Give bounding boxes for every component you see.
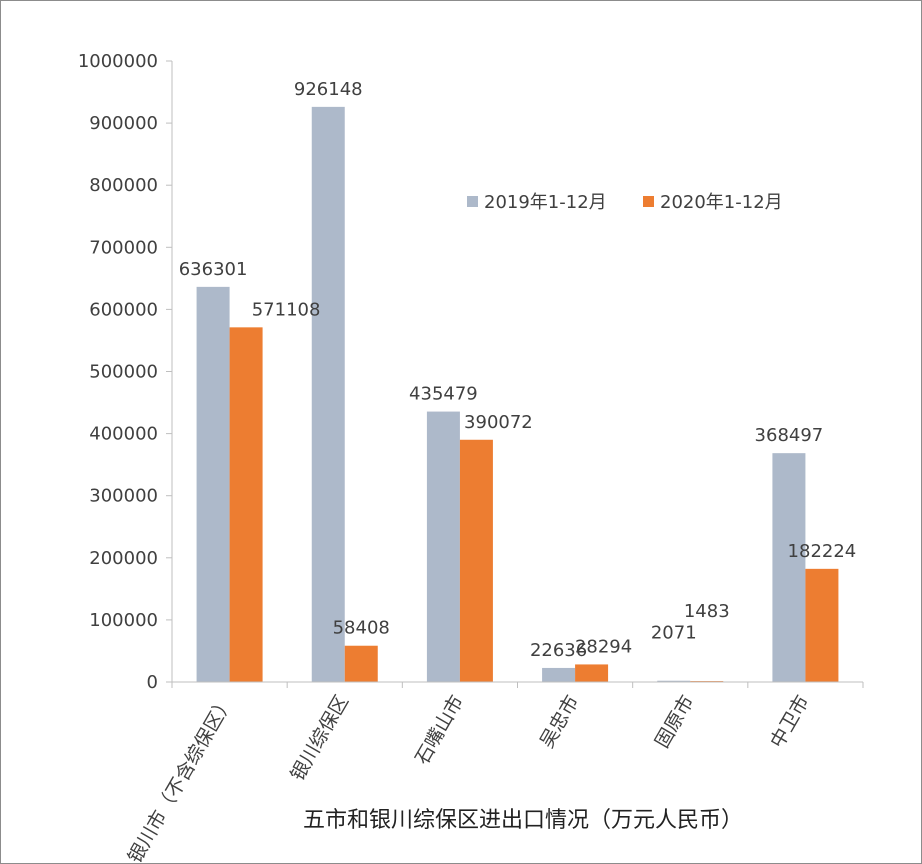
data-label: 368497 bbox=[755, 425, 824, 446]
data-label: 22636 bbox=[530, 640, 587, 661]
category-label: 石嘴山市 bbox=[411, 692, 468, 769]
data-label: 926148 bbox=[294, 79, 363, 100]
y-tick-label: 200000 bbox=[89, 548, 158, 569]
y-tick-label: 500000 bbox=[89, 362, 158, 383]
y-tick-label: 1000000 bbox=[78, 51, 158, 72]
legend: 2019年1-12月 2020年1-12月 bbox=[467, 192, 783, 213]
data-label: 435479 bbox=[409, 384, 478, 405]
bar bbox=[311, 106, 345, 683]
bar bbox=[229, 327, 263, 682]
y-tick-label: 300000 bbox=[89, 486, 158, 507]
bar bbox=[344, 645, 378, 682]
y-tick-label: 900000 bbox=[89, 113, 158, 134]
legend-swatch bbox=[467, 196, 478, 207]
x-axis-title: 五市和银川综保区进出口情况（万元人民币） bbox=[303, 808, 743, 833]
category-label: 中卫市 bbox=[766, 692, 814, 752]
legend-label: 2020年1-12月 bbox=[660, 192, 783, 213]
category-label: 固原市 bbox=[651, 692, 699, 752]
bar bbox=[805, 568, 839, 682]
y-tick-label: 600000 bbox=[89, 299, 158, 320]
y-tick-label: 800000 bbox=[89, 175, 158, 196]
category-label: 吴忠市 bbox=[536, 692, 584, 752]
y-tick-label: 0 bbox=[147, 672, 158, 693]
legend-swatch bbox=[643, 196, 654, 207]
data-label: 182224 bbox=[788, 541, 857, 562]
category-label: 银川综保区 bbox=[287, 692, 354, 785]
data-label: 2071 bbox=[651, 623, 697, 644]
bar bbox=[459, 439, 493, 682]
category-labels: 银川市（不含综保区） 银川综保区 石嘴山市 吴忠市 固原市 中卫市 bbox=[124, 692, 814, 864]
x-axis-tick-marks bbox=[171, 682, 864, 688]
data-label: 28294 bbox=[575, 636, 632, 657]
data-label: 636301 bbox=[179, 259, 248, 280]
bar bbox=[575, 664, 609, 682]
data-label: 58408 bbox=[333, 618, 390, 639]
category-label: 银川市（不含综保区） bbox=[124, 692, 238, 864]
data-label: 1483 bbox=[684, 601, 730, 622]
bar bbox=[772, 453, 806, 682]
bars bbox=[196, 106, 839, 683]
y-axis-ticks: 0 100000 200000 300000 400000 500000 600000 700… bbox=[78, 51, 172, 693]
bar bbox=[196, 286, 230, 682]
data-label: 390072 bbox=[464, 412, 533, 433]
legend-label: 2019年1-12月 bbox=[484, 192, 607, 213]
bar bbox=[542, 667, 576, 682]
y-tick-label: 400000 bbox=[89, 424, 158, 445]
bar bbox=[657, 680, 691, 682]
y-tick-label: 700000 bbox=[89, 237, 158, 258]
y-tick-label: 100000 bbox=[89, 610, 158, 631]
data-label: 571108 bbox=[252, 299, 321, 320]
bar bbox=[426, 411, 460, 682]
